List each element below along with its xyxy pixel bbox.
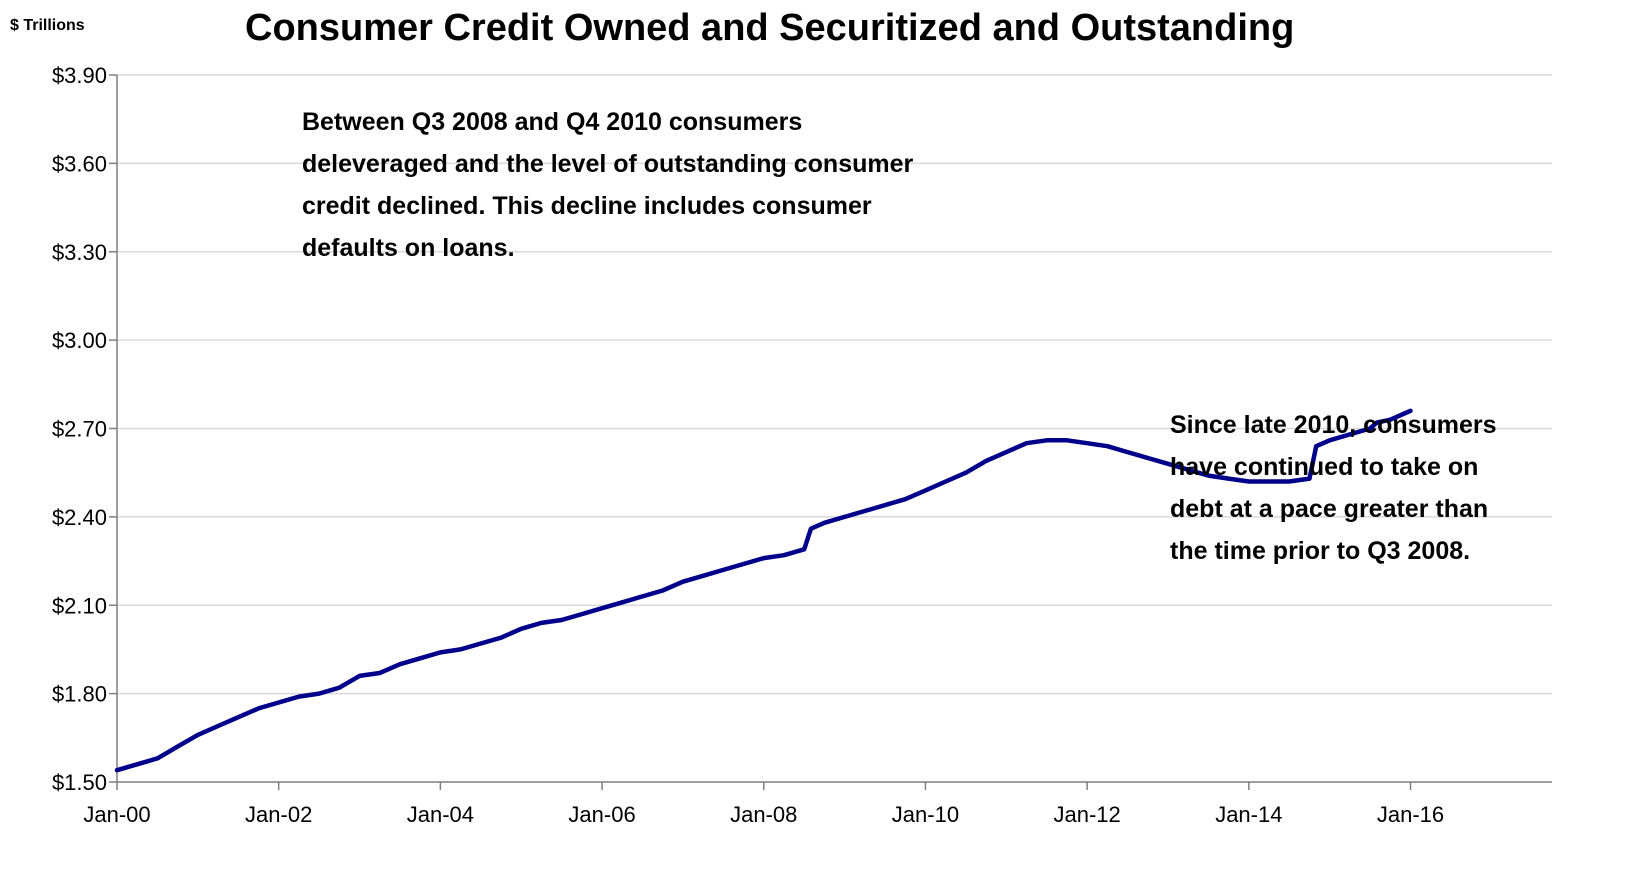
y-tick-label: $3.00 xyxy=(52,328,107,353)
x-tick-labels: Jan-00 Jan-02 Jan-04 Jan-06 Jan-08 Jan-10 Jan-… xyxy=(83,802,1444,827)
y-tick-label: $1.50 xyxy=(52,770,107,795)
x-tick-label: Jan-12 xyxy=(1054,802,1121,827)
y-tick-label: $3.90 xyxy=(52,63,107,88)
y-tick-label: $3.60 xyxy=(52,151,107,176)
series-layer xyxy=(114,408,1413,773)
chart-title: Consumer Credit Owned and Securitized an… xyxy=(245,7,1294,49)
x-tick-label: Jan-00 xyxy=(83,802,150,827)
y-tick-label: $2.40 xyxy=(52,505,107,530)
x-tick-label: Jan-04 xyxy=(407,802,474,827)
gridlines xyxy=(117,74,1552,695)
annotation-line: the time prior to Q3 2008. xyxy=(1170,537,1470,565)
annotation-line: defaults on loans. xyxy=(302,234,515,262)
annotation-line: debt at a pace greater than xyxy=(1170,495,1488,523)
y-tick-label: $1.80 xyxy=(52,682,107,707)
x-tick-label: Jan-14 xyxy=(1215,802,1282,827)
x-tick-label: Jan-02 xyxy=(245,802,312,827)
x-tick-label: Jan-10 xyxy=(892,802,959,827)
y-tick-label: $2.70 xyxy=(52,417,107,442)
y-tick-label: $2.10 xyxy=(52,593,107,618)
annotation-deleveraging: Between Q3 2008 and Q4 2010 consumers de… xyxy=(302,108,914,262)
x-tick-label: Jan-06 xyxy=(568,802,635,827)
annotation-line: Between Q3 2008 and Q4 2010 consumers xyxy=(302,108,802,136)
annotation-line: have continued to take on xyxy=(1170,453,1478,481)
x-tick-label: Jan-16 xyxy=(1377,802,1444,827)
annotation-line: Since late 2010, consumers xyxy=(1170,411,1497,439)
axes xyxy=(109,74,1552,790)
y-tick-label: $3.30 xyxy=(52,240,107,265)
y-unit-label: $ Trillions xyxy=(10,17,85,34)
x-tick-label: Jan-08 xyxy=(730,802,797,827)
y-tick-labels: $1.50 $1.80 $2.10 $2.40 $2.70 $3.00 $3.30 $3.60… xyxy=(52,63,107,795)
series-line xyxy=(114,408,1413,773)
annotation-releveraging: Since late 2010, consumers have continue… xyxy=(1170,411,1497,565)
annotation-line: credit declined. This decline includes c… xyxy=(302,192,872,220)
annotation-line: deleveraged and the level of outstanding… xyxy=(302,150,914,178)
